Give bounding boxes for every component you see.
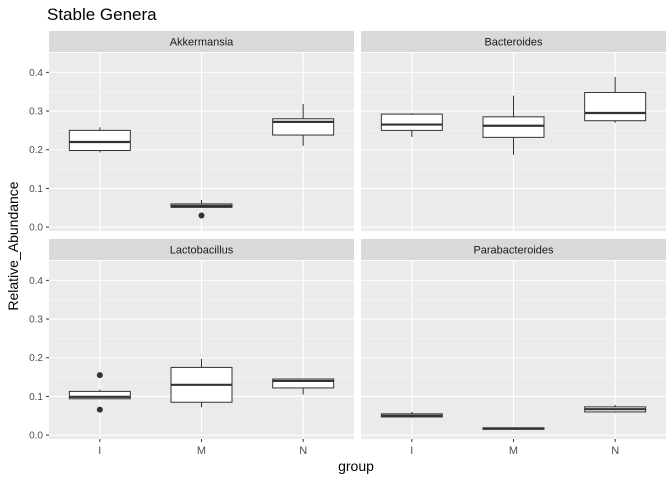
outlier-point: [96, 372, 103, 379]
box-M: [170, 200, 233, 219]
box-N: [272, 104, 335, 146]
facet-strip: [361, 239, 666, 260]
facet-strip-label: Parabacteroides: [473, 245, 554, 257]
x-axis-title: group: [338, 458, 374, 474]
x-tick-label: I: [98, 445, 101, 457]
facet-strip-label: Bacteroides: [484, 37, 543, 49]
y-tick-label: 0.1: [29, 392, 43, 403]
box-iqr: [380, 113, 443, 131]
box-iqr: [68, 390, 131, 400]
box-I: [68, 127, 131, 153]
box-I: [380, 112, 443, 137]
x-tick-label: N: [299, 445, 307, 457]
y-tick-label: 0.2: [29, 145, 43, 156]
y-tick-label: 0.3: [29, 107, 43, 118]
x-tick-label: M: [197, 445, 206, 457]
chart-title: Stable Genera: [47, 5, 157, 24]
y-tick-label: 0.0: [29, 431, 43, 442]
box-N: [584, 76, 647, 123]
y-tick-label: 0.2: [29, 353, 43, 364]
box-I: [68, 372, 131, 413]
outlier-point: [96, 406, 103, 413]
y-tick-label: 0.3: [29, 315, 43, 326]
facet-strip: [361, 31, 666, 52]
y-axis-title: Relative_Abundance: [5, 181, 21, 310]
y-tick-label: 0.4: [29, 276, 43, 287]
y-tick-label: 0.1: [29, 184, 43, 195]
facet-strip-label: Akkermansia: [170, 37, 234, 49]
box-M: [482, 427, 545, 430]
x-tick-label: M: [509, 445, 518, 457]
outlier-point: [198, 212, 205, 219]
box-N: [584, 404, 647, 413]
box-iqr: [272, 378, 335, 389]
box-I: [380, 411, 443, 418]
y-tick-label: 0.4: [29, 68, 43, 79]
box-M: [482, 95, 545, 155]
facet-panel: Lactobacillus 0.0 0.1 0.2 0.3 0.4 I M N: [29, 239, 354, 457]
x-tick-label: I: [410, 445, 413, 457]
facet-grid: Akkermansia 0.0 0.1 0.2 0.3 0.4 Bacteroides Lac…: [29, 31, 666, 457]
box-M: [170, 358, 233, 408]
y-tick-label: 0.0: [29, 223, 43, 234]
facet-panel: Bacteroides: [361, 31, 666, 231]
box-iqr: [68, 129, 131, 152]
facet-strip: [49, 31, 354, 52]
facet-panel: Akkermansia 0.0 0.1 0.2 0.3 0.4: [29, 31, 354, 234]
facet-strip-label: Lactobacillus: [170, 245, 234, 257]
box-iqr: [584, 91, 647, 122]
box-N: [272, 378, 335, 395]
box-iqr: [482, 116, 545, 138]
x-tick-label: N: [611, 445, 619, 457]
facet-strip: [49, 239, 354, 260]
facet-panel: Parabacteroides I M N: [361, 239, 666, 457]
